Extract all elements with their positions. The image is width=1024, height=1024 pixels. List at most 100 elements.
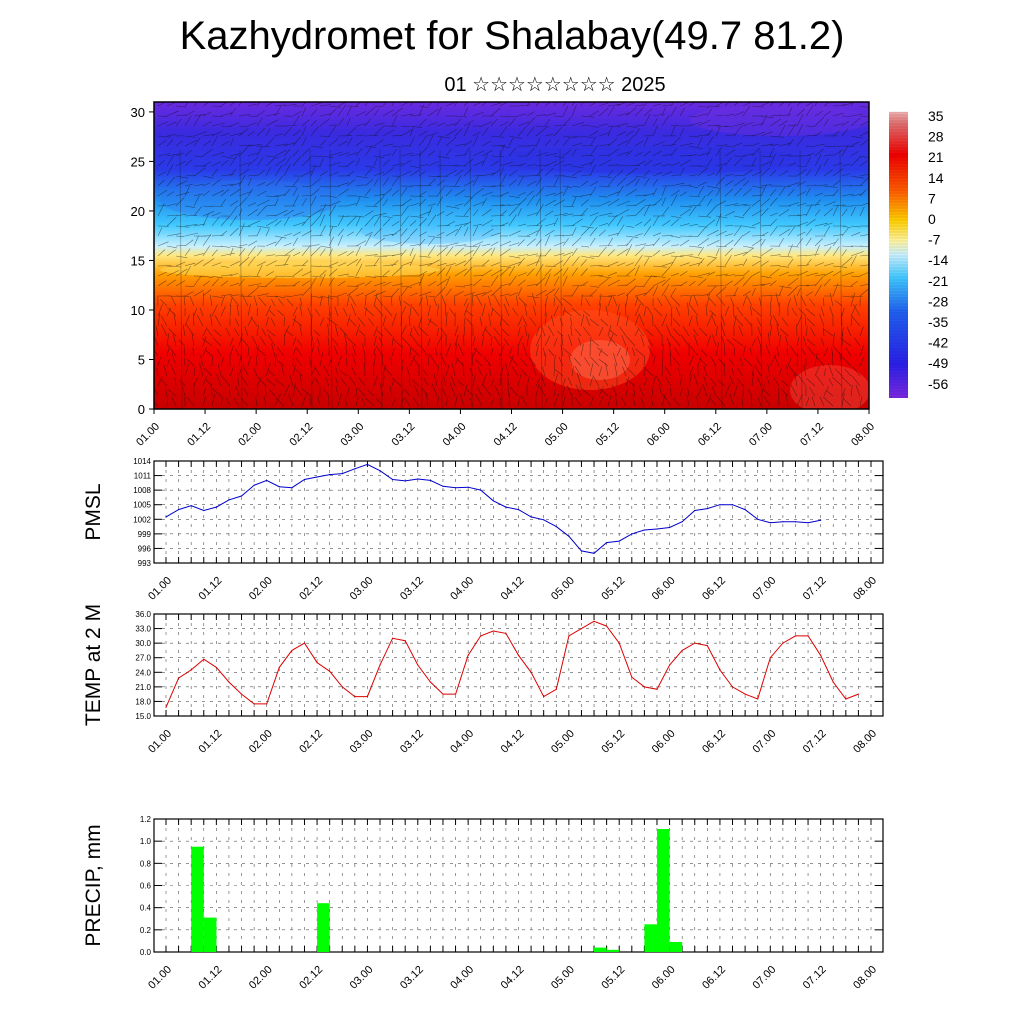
y-tick-label: 15 bbox=[131, 253, 145, 268]
series-point bbox=[492, 630, 494, 632]
x-tick-label: 06.00 bbox=[650, 575, 678, 603]
y-tick-label: 1005 bbox=[133, 501, 151, 510]
x-tick-label: 02.12 bbox=[297, 575, 325, 603]
series-point bbox=[228, 499, 230, 501]
temp-2m-chart: 36.0 33.0 30.0 27.0 24.0 21.0 18.0 15.0 01.00 01.… bbox=[82, 604, 884, 756]
precip-bar bbox=[203, 917, 217, 952]
y-tick-label: 1.0 bbox=[140, 837, 152, 846]
series-point bbox=[568, 635, 570, 637]
y-tick-label: 0.8 bbox=[140, 859, 152, 868]
x-tick-label: 01.00 bbox=[146, 964, 174, 992]
x-tick-label: 07.12 bbox=[798, 421, 826, 449]
precip-chart: 1.2 1.0 0.8 0.6 0.4 0.2 0.0 01.00 01.12 02.00 02.1… bbox=[82, 815, 884, 992]
series-point bbox=[329, 474, 331, 476]
x-tick-label: 03.00 bbox=[338, 421, 366, 449]
x-tick-label: 03.00 bbox=[348, 575, 376, 603]
precip-bar bbox=[657, 829, 670, 952]
colorbar-label: 21 bbox=[928, 149, 944, 165]
series-point bbox=[392, 637, 394, 639]
series-point bbox=[656, 528, 658, 530]
series-point bbox=[706, 508, 708, 510]
series-point bbox=[341, 473, 343, 475]
series-point bbox=[794, 521, 797, 523]
y-tick-label: 24.0 bbox=[135, 668, 151, 677]
precip-bar bbox=[594, 947, 607, 952]
series-point bbox=[681, 649, 683, 652]
series-point bbox=[404, 640, 406, 642]
x-tick-label: 01.12 bbox=[197, 728, 225, 756]
series-point bbox=[492, 500, 494, 502]
series-point bbox=[278, 666, 280, 669]
colorbar-label: 35 bbox=[928, 108, 944, 124]
series-point bbox=[291, 649, 293, 652]
y-tick-label: 33.0 bbox=[135, 625, 151, 634]
series-point bbox=[240, 693, 243, 695]
series-point bbox=[253, 703, 255, 705]
x-tick-label: 08.00 bbox=[851, 575, 879, 603]
x-tick-label: 01.12 bbox=[197, 964, 225, 992]
x-tick-label: 05.00 bbox=[549, 575, 577, 603]
heatmap-blob bbox=[790, 365, 869, 409]
series-point bbox=[480, 489, 482, 491]
series-point bbox=[580, 550, 583, 552]
series-point bbox=[215, 666, 217, 669]
series-point bbox=[668, 664, 671, 666]
x-tick-label: 04.12 bbox=[499, 728, 527, 756]
series-point bbox=[366, 695, 369, 698]
series-point bbox=[228, 681, 230, 683]
series-point bbox=[177, 677, 180, 679]
y-tick-label: 1.2 bbox=[140, 815, 152, 824]
x-tick-label: 03.00 bbox=[348, 728, 376, 756]
y-tick-label: 0.6 bbox=[140, 882, 152, 891]
series-point bbox=[177, 508, 180, 511]
series-point bbox=[593, 620, 595, 622]
series-point bbox=[442, 693, 444, 695]
y-tick-label: 27.0 bbox=[135, 654, 151, 663]
series-point bbox=[769, 522, 771, 524]
x-tick-label: 08.00 bbox=[849, 421, 877, 449]
x-tick-label: 02.12 bbox=[297, 964, 325, 992]
y-tick-label: 1011 bbox=[134, 472, 152, 481]
x-tick-label: 04.12 bbox=[499, 575, 527, 603]
series-point bbox=[303, 642, 306, 644]
precip-bar bbox=[606, 949, 620, 952]
precip-bar bbox=[191, 846, 204, 952]
series-point bbox=[706, 644, 708, 647]
colorbar: 35 28 21 14 7 0 -7 -14 -21 -28 -35 -42 -49 -56 bbox=[889, 108, 948, 398]
x-tick-label: 02.12 bbox=[297, 728, 325, 756]
page-title: Kazhydromet for Shalabay(49.7 81.2) bbox=[179, 14, 845, 58]
x-tick-label: 07.00 bbox=[750, 964, 778, 992]
y-tick-label: 999 bbox=[138, 530, 152, 539]
series-point bbox=[631, 676, 633, 678]
y-tick-label: 20 bbox=[131, 204, 145, 219]
precip-bar bbox=[317, 903, 330, 952]
colorbar-label: -7 bbox=[928, 232, 941, 248]
x-tick-label: 03.00 bbox=[348, 964, 376, 992]
series-point bbox=[832, 681, 834, 683]
x-tick-label: 05.00 bbox=[543, 421, 571, 449]
x-tick-label: 07.00 bbox=[747, 421, 775, 449]
y-tick-label: 21.0 bbox=[135, 683, 151, 692]
heatmap-features bbox=[160, 104, 869, 409]
series-point bbox=[379, 470, 381, 472]
x-tick-label: 03.12 bbox=[398, 728, 426, 756]
series-point bbox=[442, 485, 444, 487]
x-tick-label: 03.12 bbox=[398, 575, 426, 603]
series-point bbox=[643, 529, 645, 531]
series-point bbox=[694, 642, 696, 644]
colorbar-label: 14 bbox=[928, 170, 944, 186]
heatmap-x-axis: 01.00 01.12 02.00 02.12 03.00 03.12 04.00 04.12… bbox=[134, 409, 877, 449]
series-point bbox=[719, 669, 721, 671]
y-tick-label: 36.0 bbox=[135, 610, 151, 619]
series-point bbox=[606, 625, 608, 627]
series-point bbox=[467, 654, 469, 656]
series-point bbox=[782, 521, 784, 523]
x-tick-label: 03.12 bbox=[390, 421, 418, 449]
series-point bbox=[543, 695, 545, 698]
series-point bbox=[505, 632, 507, 635]
series-point bbox=[190, 669, 192, 671]
series-point bbox=[480, 635, 482, 637]
colorbar-labels: 35 28 21 14 7 0 -7 -14 -21 -28 -35 -42 -49 -56 bbox=[928, 108, 948, 392]
y-tick-label: 0.2 bbox=[140, 926, 152, 935]
